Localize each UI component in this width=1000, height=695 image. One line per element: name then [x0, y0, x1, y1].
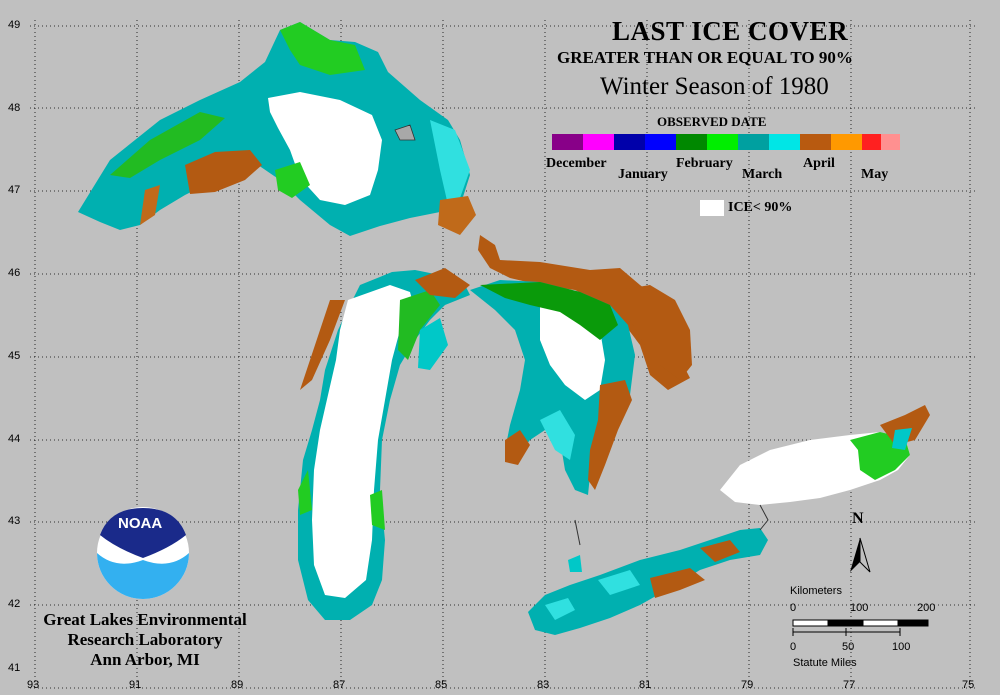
north-channel [478, 235, 690, 390]
legend-swatch-march [738, 134, 769, 150]
lon-label-81: 81 [639, 679, 652, 691]
scale-km-title: Kilometers [790, 585, 842, 597]
scale-mi-100: 100 [892, 641, 911, 653]
legend-month-january: January [618, 167, 668, 182]
lon-label-93: 93 [27, 679, 40, 691]
legend-swatch-april-late [831, 134, 862, 150]
legend-swatch-december-late [583, 134, 614, 150]
scale-km-100: 100 [850, 602, 869, 614]
legend-swatch-may [862, 134, 881, 150]
scale-mi-0: 0 [790, 641, 797, 653]
lon-label-91: 91 [129, 679, 142, 691]
legend-swatch-february [676, 134, 707, 150]
north-arrow [850, 537, 871, 573]
lab-name-line2: Research Laboratory [67, 630, 223, 649]
lon-label-83: 83 [537, 679, 550, 691]
scale-mi-title: Statute Miles [793, 657, 857, 669]
legend-swatch-january-late [645, 134, 676, 150]
map-title: LAST ICE COVER [612, 16, 849, 46]
season-title: Winter Season of 1980 [600, 73, 829, 100]
georgian-bay [620, 285, 692, 380]
scale-bar [792, 619, 929, 636]
lon-label-89: 89 [231, 679, 244, 691]
lake-michigan [298, 268, 470, 620]
legend-swatch-april [800, 134, 831, 150]
scale-km-200: 200 [917, 602, 936, 614]
legend-month-may: May [861, 167, 889, 182]
lat-label-41: 41 [8, 662, 21, 674]
lon-label-79: 79 [741, 679, 754, 691]
legend-swatch-march-late [769, 134, 800, 150]
lab-name: Great Lakes Environmental Research Labor… [35, 610, 255, 670]
legend-month-december: December [546, 156, 607, 171]
lon-label-77: 77 [843, 679, 856, 691]
legend-swatch-december [552, 134, 583, 150]
lake-ontario [720, 405, 930, 505]
legend-month-february: February [676, 156, 733, 171]
scale-mi-50: 50 [842, 641, 855, 653]
legend-month-april: April [803, 156, 835, 171]
scale-km-0: 0 [790, 602, 797, 614]
legend-heading: OBSERVED DATE [657, 114, 767, 129]
legend-swatch-may-late [881, 134, 900, 150]
lat-label-42: 42 [8, 598, 21, 610]
lake-superior [78, 22, 476, 236]
lon-label-87: 87 [333, 679, 346, 691]
lat-label-44: 44 [8, 433, 21, 445]
legend-swatch-february-late [707, 134, 738, 150]
noaa-logo-text: NOAA [118, 515, 163, 532]
north-label: N [852, 510, 864, 527]
lat-label-43: 43 [8, 515, 21, 527]
legend-color-bar [552, 134, 900, 216]
lake-huron [470, 280, 635, 495]
lat-label-48: 48 [8, 102, 21, 114]
legend-month-march: March [742, 167, 783, 182]
lat-label-49: 49 [8, 19, 21, 31]
connecting-channels [568, 504, 769, 572]
lon-label-85: 85 [435, 679, 448, 691]
lab-name-line1: Great Lakes Environmental [43, 610, 247, 629]
lab-name-line3: Ann Arbor, MI [90, 650, 200, 669]
lake-erie [528, 528, 768, 635]
legend-swatch-ice [700, 200, 724, 216]
legend-ice-label: ICE< 90% [728, 200, 793, 215]
lat-label-46: 46 [8, 267, 21, 279]
lat-label-45: 45 [8, 350, 21, 362]
lon-label-75: 75 [962, 679, 975, 691]
noaa-logo [97, 507, 189, 599]
legend-swatch-january [614, 134, 645, 150]
map-subtitle: GREATER THAN OR EQUAL TO 90% [557, 48, 853, 67]
lat-label-47: 47 [8, 184, 21, 196]
